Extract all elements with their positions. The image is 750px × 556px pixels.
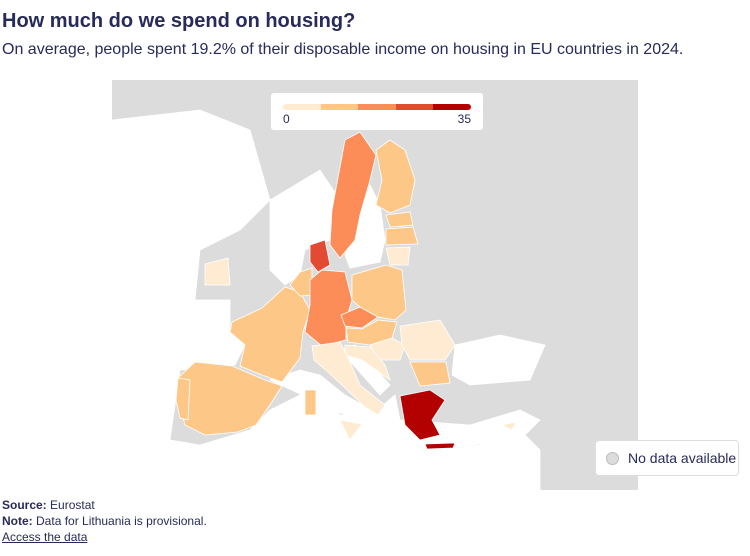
- legend-bin-3: [358, 104, 396, 110]
- country-sardinia: [304, 389, 317, 416]
- country-austria-slovakia: [345, 319, 398, 346]
- legend-bin-1: [283, 104, 321, 110]
- country-finland: [375, 139, 416, 214]
- country-portugal: [175, 377, 191, 421]
- note-label: Note:: [2, 514, 33, 528]
- legend-min: 0: [283, 112, 290, 126]
- country-crete: [424, 442, 456, 450]
- country-spain: [177, 361, 283, 436]
- country-denmark: [309, 239, 331, 273]
- access-data-link[interactable]: Access the data: [2, 530, 88, 544]
- no-data-label: No data available: [628, 450, 737, 466]
- legend-bin-2: [320, 104, 359, 110]
- country-ireland: [204, 257, 231, 286]
- country-latvia: [385, 226, 419, 246]
- country-poland: [351, 264, 407, 321]
- color-legend: 0 35: [270, 92, 484, 131]
- country-sicily: [339, 419, 363, 441]
- country-estonia: [385, 211, 414, 228]
- chart-subtitle: On average, people spent 19.2% of their …: [2, 41, 684, 58]
- europe-map: [112, 80, 638, 490]
- source-value: Eurostat: [50, 498, 95, 512]
- source-label: Source:: [2, 498, 47, 512]
- chart-title: How much do we spend on housing?: [2, 10, 356, 32]
- no-data-legend: No data available: [595, 440, 739, 476]
- legend-bin-4: [395, 104, 434, 110]
- note-value: Data for Lithuania is provisional.: [36, 514, 207, 528]
- black-sea: [451, 334, 546, 386]
- baltic-sea: [344, 183, 386, 269]
- country-germany: [304, 269, 353, 347]
- note-line: Note: Data for Lithuania is provisional.: [2, 514, 207, 528]
- no-data-swatch: [606, 451, 619, 465]
- north-sea: [269, 169, 341, 286]
- country-bulgaria: [409, 361, 451, 387]
- legend-color-scale: [283, 104, 471, 110]
- country-italy: [311, 341, 386, 416]
- country-cyprus: [500, 421, 517, 431]
- source-line: Source: Eurostat: [2, 498, 95, 512]
- legend-max: 35: [457, 112, 471, 126]
- country-lithuania: [385, 246, 411, 266]
- legend-bin-5: [433, 104, 471, 110]
- country-france: [229, 286, 311, 383]
- mediterranean-sea: [268, 369, 541, 451]
- country-greece: [399, 389, 446, 441]
- country-romania: [399, 319, 456, 361]
- country-sweden: [329, 131, 377, 259]
